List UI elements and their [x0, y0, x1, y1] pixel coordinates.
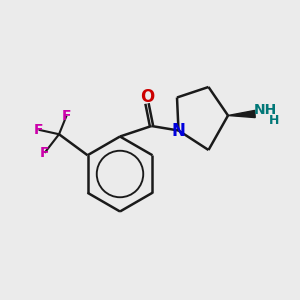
Text: F: F [40, 146, 50, 160]
Text: NH: NH [254, 103, 277, 116]
Polygon shape [228, 110, 255, 118]
Text: F: F [34, 123, 43, 137]
Text: H: H [269, 113, 279, 127]
Text: F: F [62, 109, 71, 123]
Text: N: N [172, 122, 185, 140]
Text: O: O [140, 88, 154, 106]
